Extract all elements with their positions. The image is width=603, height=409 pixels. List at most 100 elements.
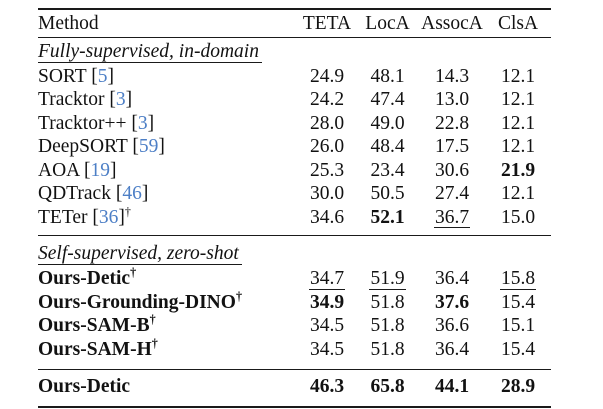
table-row: SORT [5] 24.9 48.1 14.3 12.1: [38, 65, 551, 89]
cite-bracket: ]: [107, 65, 114, 87]
loca-value: 48.4: [370, 136, 405, 158]
cite-bracket: ]: [158, 136, 165, 158]
citation-link[interactable]: 19: [90, 159, 111, 181]
teta-value: 46.3: [309, 376, 345, 397]
results-table: Method TETA LocA AssocA ClsA Fully-super…: [38, 8, 551, 408]
assoca-value: 36.6: [434, 315, 470, 337]
section-header-self-supervised: Self-supervised, zero-shot: [38, 236, 551, 268]
table-row: Ours-Detic† 34.7 51.9 36.4 15.8: [38, 265, 551, 292]
cite-bracket: ]: [147, 112, 155, 134]
assoca-value: 13.0: [434, 89, 470, 111]
table-row: DeepSORT [59] 26.0 48.4 17.5 12.1: [38, 136, 551, 160]
teta-value: 34.5: [309, 315, 345, 337]
assoca-value: 30.6: [434, 159, 470, 181]
midrule: [38, 234, 551, 236]
clsa-value: 15.1: [500, 315, 536, 337]
teta-value: 28.0: [309, 112, 345, 134]
method-cell: Ours-Detic: [38, 376, 131, 397]
column-header-teta: TETA: [302, 12, 352, 34]
toprule: [38, 8, 551, 10]
clsa-value: 12.1: [500, 136, 536, 158]
assoca-value: 36.4: [434, 338, 470, 360]
clsa-value: 12.1: [500, 183, 536, 205]
dagger-marker: †: [124, 204, 131, 219]
assoca-value: 37.6: [434, 291, 470, 313]
table-header-row: Method TETA LocA AssocA ClsA: [38, 10, 551, 37]
method-cell: Ours-SAM-B†: [38, 312, 298, 337]
loca-value: 48.1: [370, 65, 405, 87]
cite-bracket: ]: [125, 89, 133, 111]
assoca-value: 22.8: [434, 112, 470, 134]
clsa-value: 12.1: [500, 112, 536, 134]
section-label: Self-supervised, zero-shot: [38, 243, 242, 265]
method-cell: DeepSORT [59]: [38, 136, 298, 158]
citation-link[interactable]: 5: [97, 65, 108, 87]
table-row: Tracktor++ [3] 28.0 49.0 22.8 12.1: [38, 112, 551, 136]
method-cell: QDTrack [46]: [38, 183, 298, 205]
section-header-fully-supervised: Fully-supervised, in-domain: [38, 38, 551, 65]
column-header-loca: LocA: [365, 12, 410, 34]
teta-value: 34.5: [309, 338, 345, 360]
citation-link[interactable]: 36: [98, 206, 119, 228]
citation-link[interactable]: 3: [115, 89, 126, 111]
method-cell: AOA [19]: [38, 160, 298, 182]
method-name: TETer: [38, 206, 88, 228]
table-row: Ours-SAM-H† 34.5 51.8 36.4 15.4: [38, 337, 551, 362]
clsa-value: 28.9: [500, 376, 536, 397]
cite-bracket: ]: [141, 183, 149, 205]
teta-value: 25.3: [309, 159, 345, 181]
cite-bracket: [: [79, 159, 91, 181]
section-label: Fully-supervised, in-domain: [38, 41, 262, 63]
teta-value: 24.9: [309, 65, 345, 87]
assoca-value: 36.7: [433, 206, 471, 229]
method-cell: Ours-SAM-H†: [38, 337, 298, 361]
teta-value: 30.0: [309, 183, 345, 205]
bottomrule: [38, 405, 551, 408]
loca-value: 23.4: [370, 159, 405, 181]
teta-value: 34.7: [308, 268, 346, 290]
cite-bracket: [: [126, 112, 138, 134]
clsa-value: 15.0: [500, 206, 536, 228]
dagger-marker: †: [149, 312, 156, 327]
method-name: Tracktor++: [38, 112, 127, 134]
loca-value: 65.8: [370, 376, 405, 397]
method-cell: Ours-Detic†: [38, 265, 298, 290]
table-row: AOA [19] 25.3 23.4 30.6 21.9: [38, 159, 551, 183]
assoca-value: 17.5: [434, 136, 470, 158]
method-name: Ours-SAM-B: [38, 315, 150, 337]
cite-bracket: [: [86, 65, 98, 87]
teta-value: 34.6: [309, 206, 345, 228]
cite-bracket: [: [104, 89, 116, 111]
loca-value: 51.9: [369, 268, 406, 290]
column-header-method: Method: [38, 12, 99, 34]
dagger-marker: †: [235, 289, 242, 304]
citation-link[interactable]: 59: [138, 136, 159, 158]
cite-bracket: [: [127, 136, 139, 158]
clsa-value: 12.1: [500, 89, 536, 111]
clsa-value: 15.4: [500, 338, 536, 360]
method-cell: Tracktor [3]: [38, 89, 298, 111]
method-name: Ours-Grounding-DINO: [38, 291, 236, 313]
citation-link[interactable]: 3: [137, 112, 148, 134]
table-row: QDTrack [46] 30.0 50.5 27.4 12.1: [38, 183, 551, 207]
loca-value: 52.1: [370, 206, 405, 228]
loca-value: 49.0: [370, 112, 405, 134]
loca-value: 51.8: [370, 315, 405, 337]
loca-value: 50.5: [370, 183, 405, 205]
loca-value: 47.4: [370, 89, 405, 111]
clsa-value: 21.9: [500, 159, 536, 181]
column-header-clsa: ClsA: [497, 12, 539, 34]
method-name: QDTrack: [38, 183, 111, 205]
citation-link[interactable]: 46: [122, 183, 142, 205]
cite-bracket: ]: [110, 159, 117, 181]
table-row-final: Ours-Detic 46.3 65.8 44.1 28.9: [38, 370, 551, 403]
assoca-value: 14.3: [434, 65, 470, 87]
clsa-value: 15.8: [499, 268, 537, 290]
method-cell: SORT [5]: [38, 66, 298, 88]
method-cell: Ours-Grounding-DINO†: [38, 289, 298, 314]
dagger-marker: †: [130, 265, 137, 280]
teta-value: 26.0: [309, 136, 345, 158]
loca-value: 51.8: [370, 291, 405, 313]
clsa-value: 15.4: [500, 291, 536, 313]
